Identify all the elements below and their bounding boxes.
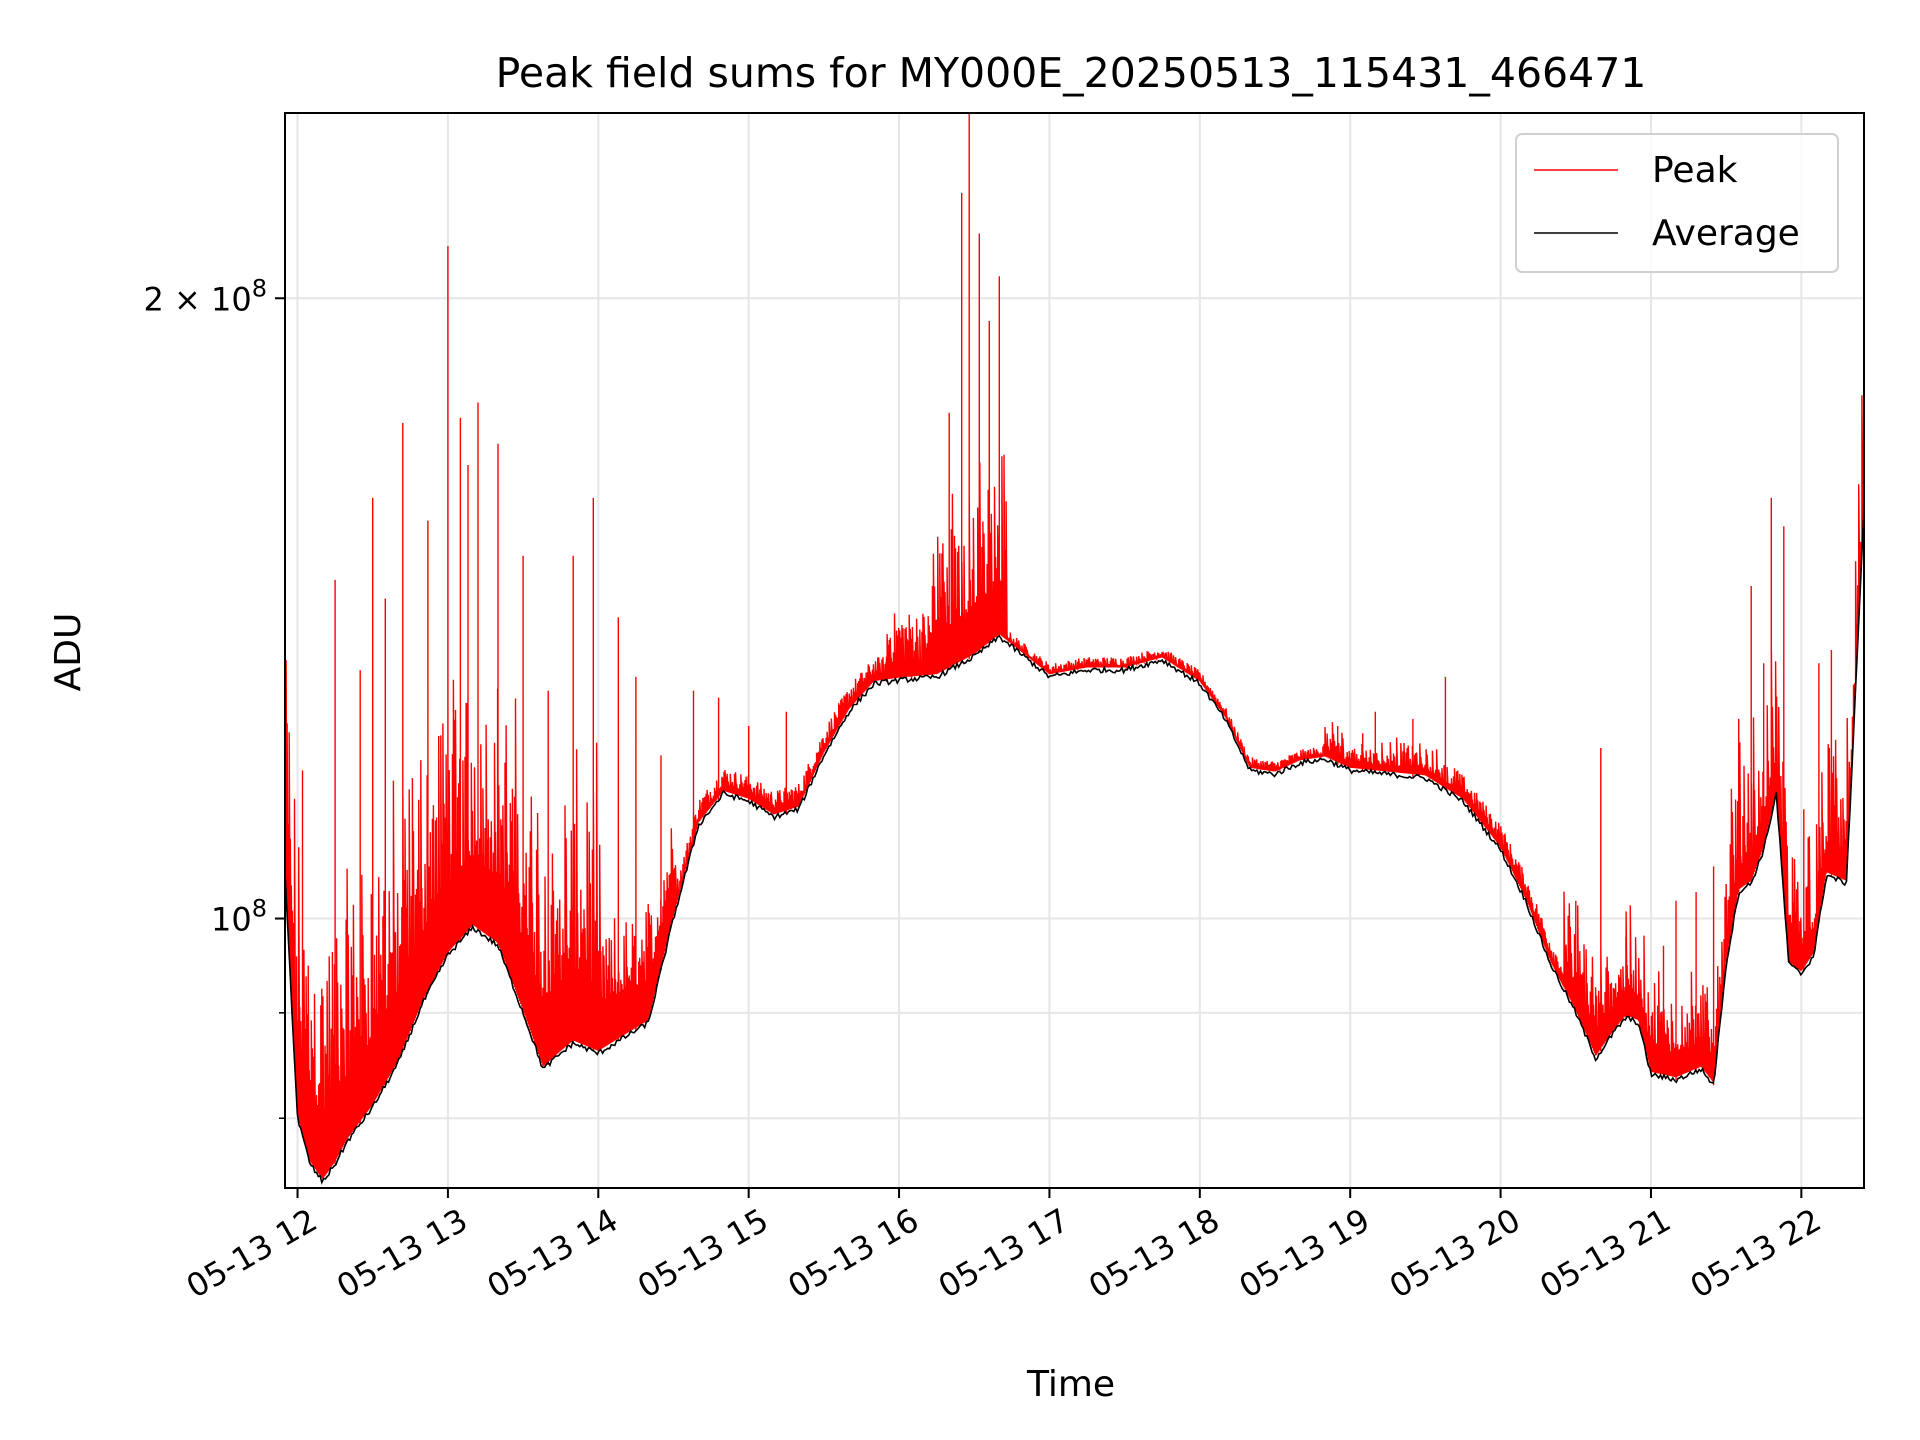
legend-label-average: Average (1652, 213, 1800, 254)
plot-frame (284, 112, 1865, 1189)
legend-box (1515, 133, 1839, 273)
legend-label-peak: Peak (1652, 150, 1738, 191)
series-peak-line (285, 113, 1864, 1179)
chart-title: Peak field sums for MY000E_20250513_1154… (496, 49, 1647, 97)
y-axis-ticks: 108 2 × 108 (143, 274, 285, 1119)
y-axis-label: ADU (48, 613, 89, 692)
series-average-line (285, 507, 1864, 1185)
y-tick-label: 2 × 108 (143, 274, 267, 318)
grid-lines (285, 113, 1864, 1188)
legend: Peak Average (1515, 133, 1839, 273)
series-layer (285, 113, 1864, 1185)
x-axis-label: Time (1026, 1364, 1115, 1405)
y-tick-label: 108 (211, 895, 267, 939)
